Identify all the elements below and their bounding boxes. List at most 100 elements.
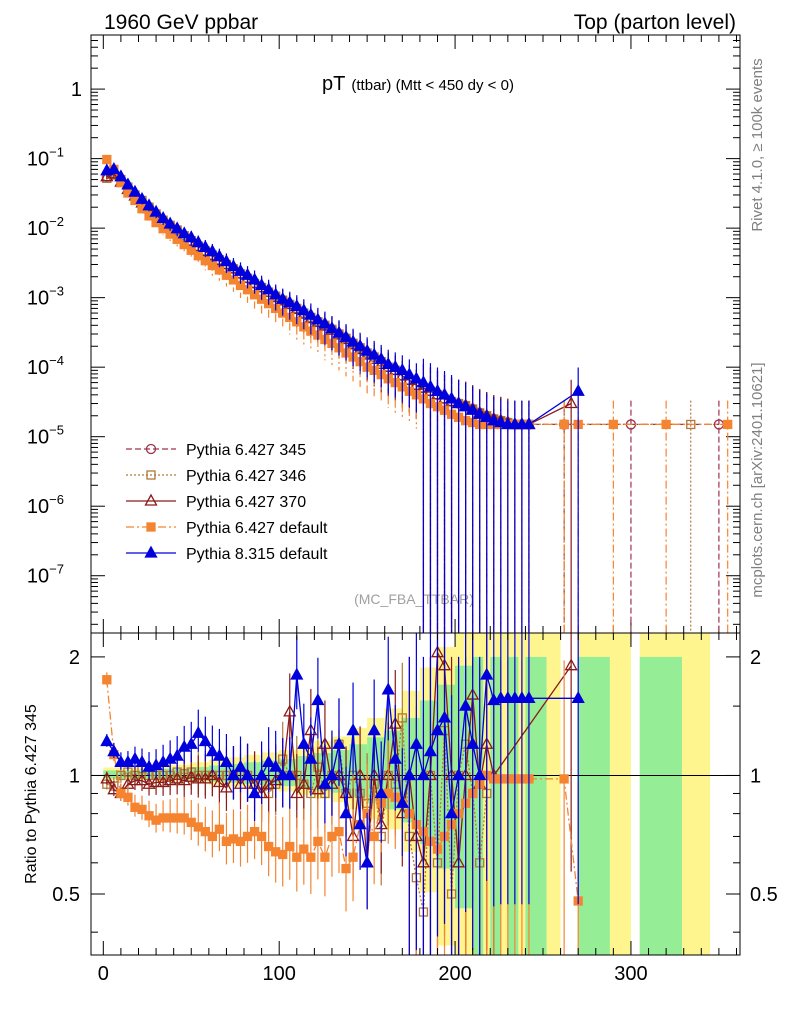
main-y-tick-label: 10−7 — [27, 562, 64, 588]
ratio-band-inner — [639, 656, 682, 955]
data-point — [451, 396, 466, 409]
ratio-band-inner — [472, 656, 484, 955]
data-point — [107, 162, 121, 175]
ratio-point — [318, 776, 332, 789]
data-point — [184, 230, 198, 243]
legend-label: Pythia 6.427 default — [186, 520, 328, 537]
data-point — [177, 226, 191, 239]
data-point — [233, 263, 248, 276]
ratio-point — [306, 852, 316, 862]
data-point — [142, 198, 156, 211]
ratio-band-inner — [103, 770, 121, 779]
ratio-point — [263, 841, 274, 852]
ratio-point — [334, 826, 344, 837]
ratio-point — [451, 768, 466, 781]
legend-marker — [144, 545, 158, 558]
main-y-tick-label: 1 — [71, 79, 82, 101]
ratio-point — [325, 768, 339, 781]
ratio-series-pythia-8-315-default — [100, 633, 585, 955]
data-point — [186, 245, 196, 255]
ratio-y-tick-label-left: 0.5 — [52, 884, 80, 906]
ratio-point — [193, 822, 203, 832]
data-point — [430, 383, 445, 396]
data-point — [247, 272, 262, 285]
ratio-band-inner — [490, 656, 501, 955]
ratio-point — [327, 831, 337, 842]
ratio-point — [480, 667, 494, 680]
ratio-point — [348, 852, 358, 862]
ratio-plot-panel: 0.5 0.5 1 1 2 2 0 100 200 300 Ratio to Pythia 6.… — [23, 632, 778, 985]
ratio-point — [219, 754, 234, 767]
legend-label: Pythia 6.427 345 — [186, 442, 306, 459]
ratio-point — [402, 768, 416, 781]
data-point — [494, 415, 508, 428]
ratio-y-axis-label: Ratio to Pythia 6.427 345 — [23, 704, 40, 884]
main-y-tick-exponent: −1 — [49, 145, 64, 160]
ratio-point — [219, 780, 234, 793]
data-point — [437, 387, 452, 400]
ratio-point — [437, 710, 452, 723]
series-line — [106, 159, 728, 426]
main-y-tick-exponent: −5 — [49, 423, 64, 438]
ratio-point — [170, 771, 184, 784]
data-point — [156, 211, 170, 224]
ratio-point — [214, 824, 225, 834]
data-point — [276, 291, 290, 304]
rivet-version-label: Rivet 4.1.0, ≥ 100k events — [749, 58, 766, 231]
series-pythia-8-315-default — [100, 162, 585, 633]
ratio-point — [170, 748, 184, 761]
data-point — [283, 295, 297, 308]
data-point — [205, 244, 219, 257]
ratio-band-inner — [349, 744, 368, 798]
ratio-point — [184, 736, 198, 749]
ratio-point — [381, 682, 395, 695]
data-point — [226, 259, 241, 272]
ratio-y-tick-label-right: 0.5 — [750, 884, 778, 906]
ratio-point — [235, 836, 246, 847]
ratio-band-inner — [156, 768, 174, 780]
ratio-x-tick-label: 200 — [438, 963, 471, 985]
ratio-point — [198, 734, 212, 747]
ratio-point — [346, 723, 360, 736]
data-point — [255, 278, 269, 291]
ratio-point — [107, 782, 121, 795]
ratio-band-inner — [173, 768, 192, 780]
data-point — [416, 375, 431, 388]
main-y-tick-exponent: −3 — [49, 284, 64, 299]
ratio-point — [212, 775, 226, 788]
data-point — [114, 169, 128, 182]
ratio-point — [128, 773, 142, 786]
ratio-band-inner — [578, 656, 610, 955]
data-point — [346, 334, 360, 347]
plot-title-sub: (ttbar) (Mtt < 450 dy < 0) — [351, 77, 514, 94]
main-y-tick-label: 10−4 — [27, 353, 64, 379]
ratio-point — [299, 844, 309, 854]
ratio-point — [123, 792, 133, 802]
data-point — [121, 177, 135, 190]
ratio-point — [369, 831, 379, 842]
data-point — [402, 367, 416, 380]
main-y-tick-label: 10−5 — [27, 423, 64, 449]
main-plot-frame — [90, 34, 741, 634]
ratio-x-tick-label: 300 — [614, 963, 647, 985]
ratio-point — [102, 675, 112, 685]
ratio-point — [107, 744, 121, 757]
ratio-point — [395, 795, 409, 808]
data-point — [149, 204, 163, 217]
ratio-point — [247, 786, 262, 799]
ratio-point — [249, 826, 260, 837]
legend-label: Pythia 8.315 default — [186, 546, 328, 563]
data-point — [240, 267, 255, 280]
data-point — [571, 383, 585, 396]
ratio-point — [283, 704, 297, 717]
ratio-point — [522, 690, 536, 703]
header-right: Top (parton level) — [574, 11, 736, 34]
header-left: 1960 GeV ppbar — [104, 11, 258, 34]
ratio-y-tick-label-left: 1 — [69, 765, 80, 787]
ratio-point — [397, 713, 407, 723]
ratio-y-tick-label-right: 2 — [750, 647, 761, 669]
data-point — [522, 417, 536, 430]
ratio-point — [205, 768, 219, 781]
ratio-band-inner — [120, 770, 139, 779]
main-y-tick-exponent: −6 — [49, 492, 64, 507]
